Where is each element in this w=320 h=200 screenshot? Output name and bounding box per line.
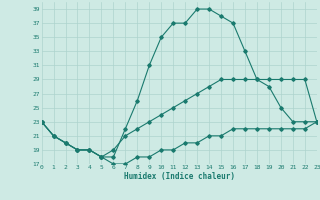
X-axis label: Humidex (Indice chaleur): Humidex (Indice chaleur) [124,172,235,181]
